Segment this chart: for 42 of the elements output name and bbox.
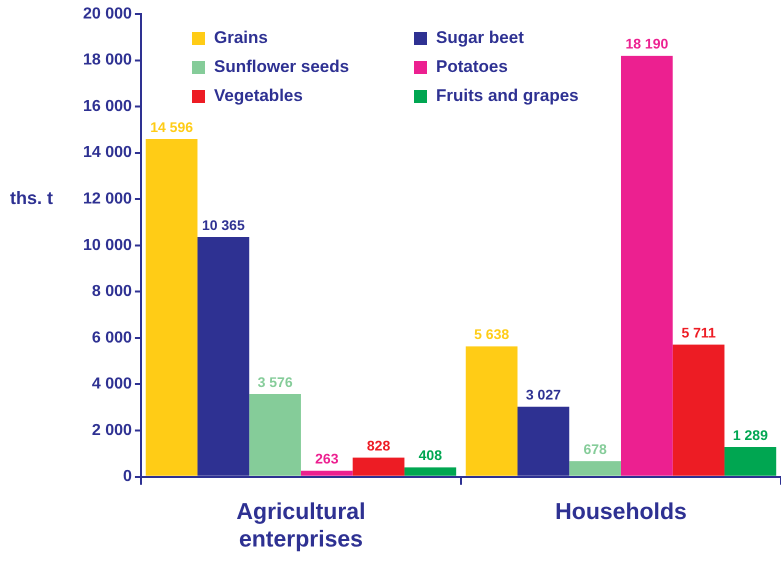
x-tick-label: Households — [555, 498, 687, 524]
legend-label: Sunflower seeds — [214, 57, 350, 77]
legend-label: Vegetables — [214, 86, 303, 106]
y-tick-label: 14 000 — [83, 144, 132, 162]
bar — [249, 394, 301, 476]
bar — [672, 344, 724, 476]
data-label: 828 — [366, 438, 390, 454]
data-label: 1 289 — [732, 426, 768, 443]
legend-label: Sugar beet — [436, 28, 524, 48]
y-tick-label: 10 000 — [83, 236, 132, 254]
data-label: 678 — [583, 440, 608, 457]
bar — [724, 446, 776, 476]
bar — [620, 56, 673, 476]
data-label: 5 711 — [681, 324, 716, 341]
bar — [466, 346, 518, 476]
y-tick-label: 2 000 — [92, 422, 132, 439]
y-tick-label: 16 000 — [83, 98, 132, 115]
bar — [300, 470, 353, 476]
data-label: 10 365 — [202, 216, 245, 233]
y-tick-label: 0 — [123, 468, 132, 486]
legend-label: Fruits and grapes — [436, 86, 579, 106]
y-axis-title: ths. t — [10, 188, 53, 208]
bar — [352, 458, 404, 476]
bar — [569, 461, 621, 476]
legend-label: Grains — [214, 28, 268, 48]
data-label: 408 — [418, 447, 442, 464]
y-tick-label: 12 000 — [83, 190, 132, 208]
y-tick-label: 8 000 — [92, 283, 132, 300]
data-label: 5 638 — [474, 326, 510, 342]
bar — [404, 467, 456, 476]
data-label: 3 027 — [526, 386, 562, 403]
x-tick-label: Agricultural enterprises — [236, 498, 366, 552]
data-label: 18 190 — [625, 36, 668, 52]
y-tick-label: 18 000 — [83, 52, 132, 69]
y-tick-label: 4 000 — [92, 376, 132, 393]
data-label: 263 — [315, 450, 339, 467]
y-tick-label: 20 000 — [83, 5, 132, 22]
legend-label: Potatoes — [436, 57, 508, 77]
bar — [146, 139, 198, 476]
y-tick-label: 6 000 — [92, 329, 132, 346]
data-label: 3 576 — [258, 374, 293, 390]
data-label: 14 596 — [150, 118, 194, 135]
